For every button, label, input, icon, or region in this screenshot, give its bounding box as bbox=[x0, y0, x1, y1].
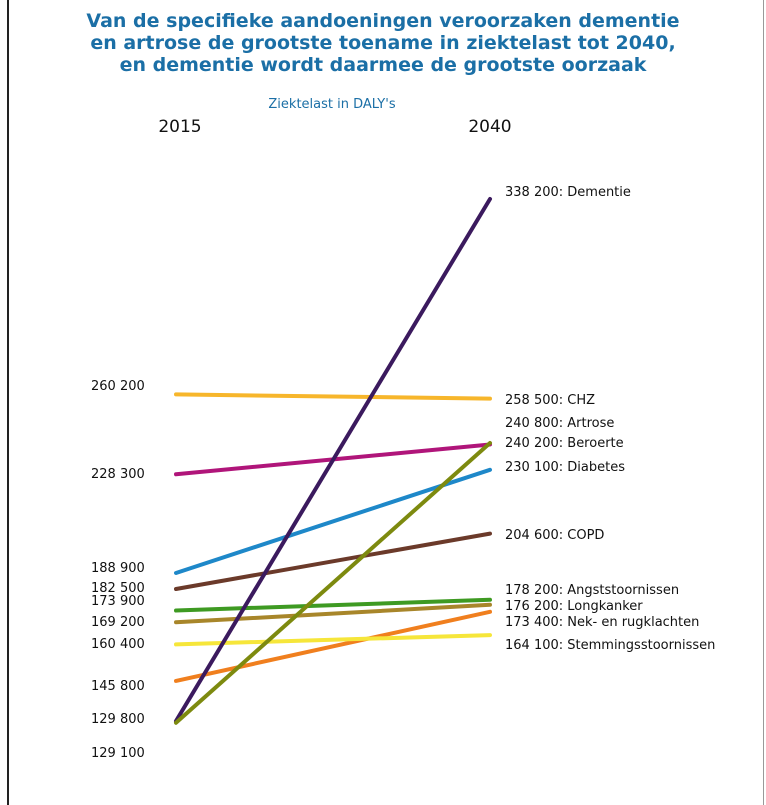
series-line-stemmingsstoornissen bbox=[174, 633, 492, 647]
series-line-nek-en-rugklachten bbox=[174, 609, 492, 683]
right-label-artrose: 240 800: Artrose bbox=[505, 416, 614, 431]
chart-title-line-1: Van de specifieke aandoeningen veroorzak… bbox=[86, 10, 680, 32]
right-label-copd: 204 600: COPD bbox=[505, 528, 604, 543]
series-line-angststoornissen bbox=[174, 597, 492, 613]
series-line-longkanker bbox=[174, 602, 492, 625]
right-label-longkanker: 176 200: Longkanker bbox=[505, 599, 643, 614]
series-line-copd bbox=[174, 531, 492, 591]
series-line-artrose bbox=[174, 441, 492, 725]
right-label-chz: 258 500: CHZ bbox=[505, 393, 595, 408]
left-value-label: 228 300 bbox=[91, 467, 145, 482]
right-label-beroerte: 240 200: Beroerte bbox=[505, 436, 624, 451]
x-label-2015: 2015 bbox=[158, 117, 201, 137]
right-label-nek-en-rugklachten: 173 400: Nek- en rugklachten bbox=[505, 615, 699, 630]
right-label-dementie: 338 200: Dementie bbox=[505, 185, 631, 200]
chart-title-line-3: en dementie wordt daarmee de grootste oo… bbox=[119, 54, 647, 76]
x-label-2040: 2040 bbox=[468, 117, 511, 137]
left-value-label: 129 100 bbox=[91, 746, 145, 761]
right-label-stemmingsstoornissen: 164 100: Stemmingsstoornissen bbox=[505, 638, 715, 653]
left-value-label: 129 800 bbox=[91, 712, 145, 727]
series-line-chz bbox=[174, 392, 492, 401]
series-line-dementie bbox=[174, 197, 492, 723]
left-value-label: 160 400 bbox=[91, 637, 145, 652]
chart-title-line-2: en artrose de grootste toename in ziekte… bbox=[90, 32, 676, 54]
chart-subtitle: Ziektelast in DALY's bbox=[268, 97, 395, 112]
left-value-label: 182 500 bbox=[91, 581, 145, 596]
left-value-label: 188 900 bbox=[91, 561, 145, 576]
left-value-label: 173 900 bbox=[91, 594, 145, 609]
left-value-label: 260 200 bbox=[91, 379, 145, 394]
chart-title: Van de specifieke aandoeningen veroorzak… bbox=[0, 10, 766, 76]
right-label-diabetes: 230 100: Diabetes bbox=[505, 460, 625, 475]
left-value-label: 169 200 bbox=[91, 615, 145, 630]
left-value-label: 145 800 bbox=[91, 679, 145, 694]
right-label-angststoornissen: 178 200: Angststoornissen bbox=[505, 583, 679, 598]
chart-frame bbox=[7, 0, 764, 805]
